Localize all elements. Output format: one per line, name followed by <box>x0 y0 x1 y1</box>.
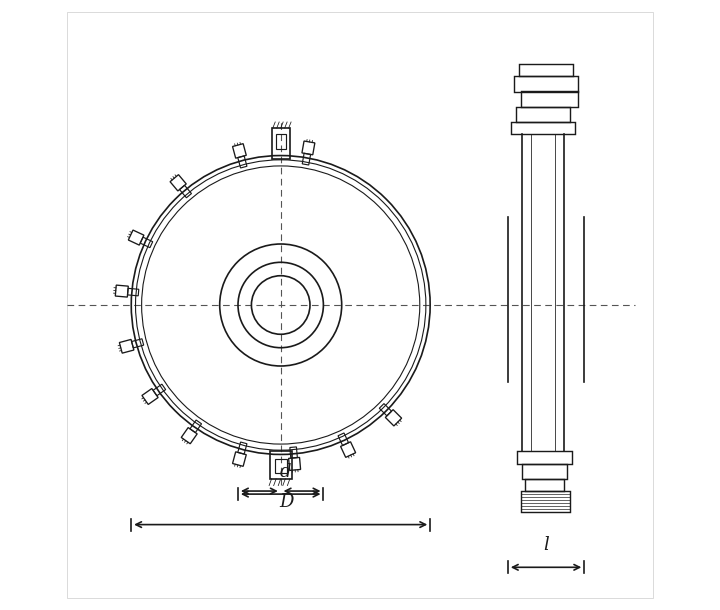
Bar <box>516 107 570 122</box>
Bar <box>511 122 575 134</box>
Bar <box>514 76 578 92</box>
Bar <box>521 92 578 107</box>
Bar <box>521 491 570 512</box>
Text: D: D <box>279 493 294 511</box>
Bar <box>522 464 567 479</box>
Bar <box>518 451 572 464</box>
Bar <box>519 64 573 76</box>
Bar <box>526 479 564 491</box>
Text: d: d <box>279 462 291 481</box>
Text: l: l <box>543 536 549 554</box>
